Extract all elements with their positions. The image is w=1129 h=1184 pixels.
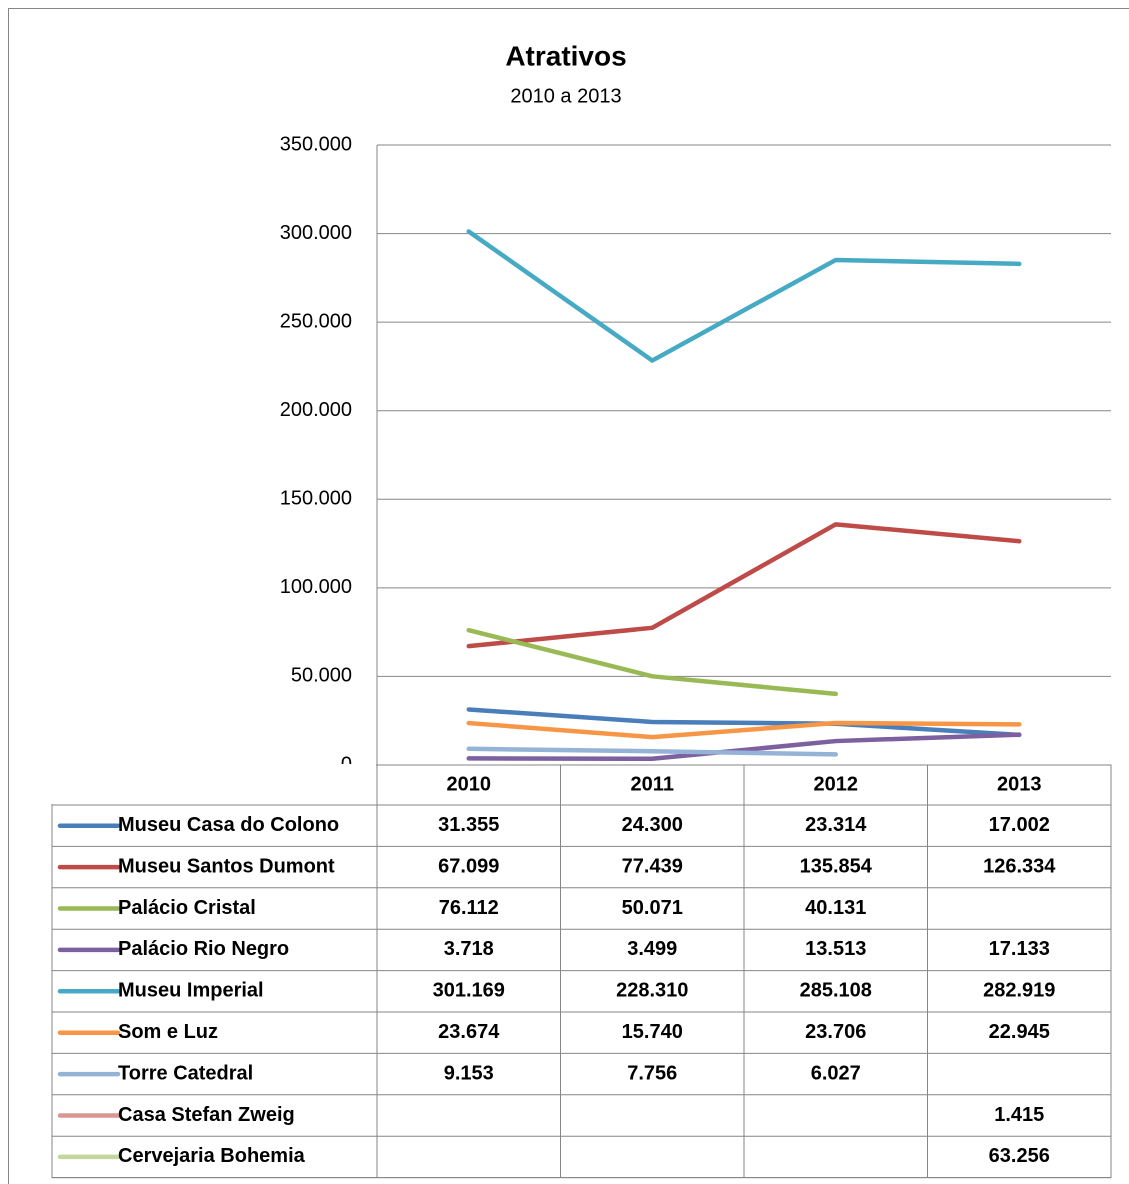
series-line — [466, 732, 1022, 762]
x-tick-label: 2010 — [447, 773, 492, 795]
series-line — [466, 229, 1022, 363]
legend-label: Casa Stefan Zweig — [118, 1104, 295, 1126]
table-value: 228.310 — [616, 980, 688, 1002]
table-value: 3.718 — [444, 938, 494, 960]
chart-border — [8, 8, 1129, 1184]
table-value: 285.108 — [800, 980, 872, 1002]
table-value: 15.740 — [622, 1021, 683, 1043]
y-tick-label: 100.000 — [280, 576, 352, 598]
legend-label: Palácio Rio Negro — [118, 938, 289, 960]
x-tick-label: 2012 — [814, 773, 859, 795]
table-value: 77.439 — [622, 855, 683, 877]
table-value: 63.256 — [989, 1145, 1050, 1167]
table-value: 1.415 — [994, 1104, 1044, 1126]
table-value: 22.945 — [989, 1021, 1050, 1043]
table-value: 9.153 — [444, 1062, 494, 1084]
series-line — [466, 627, 838, 697]
table-value: 13.513 — [805, 938, 866, 960]
table-corner — [51, 764, 376, 804]
table-value: 3.499 — [627, 938, 677, 960]
legend-label: Museu Santos Dumont — [118, 855, 335, 877]
table-value: 24.300 — [622, 814, 683, 836]
series-line — [466, 746, 838, 757]
table-value: 7.756 — [627, 1062, 677, 1084]
table-value: 40.131 — [805, 897, 866, 919]
legend-label: Museu Imperial — [118, 980, 264, 1002]
legend-label: Torre Catedral — [118, 1062, 253, 1084]
y-tick-label: 300.000 — [280, 222, 352, 244]
table-value: 17.002 — [989, 814, 1050, 836]
y-tick-label: 50.000 — [291, 665, 352, 687]
table-value: 31.355 — [438, 814, 499, 836]
legend-label: Palácio Cristal — [118, 897, 256, 919]
x-tick-label: 2013 — [997, 773, 1042, 795]
series-line — [466, 707, 1022, 738]
legend-label: Som e Luz — [118, 1021, 218, 1043]
chart-title: Atrativos — [505, 40, 626, 71]
chart-subtitle: 2010 a 2013 — [510, 85, 621, 107]
table-value: 126.334 — [983, 855, 1056, 877]
series-line — [466, 720, 1022, 740]
legend-label: Museu Casa do Colono — [118, 814, 339, 836]
table-value: 23.674 — [438, 1021, 500, 1043]
table-value: 301.169 — [433, 980, 505, 1002]
table-value: 67.099 — [438, 855, 499, 877]
y-tick-label: 350.000 — [280, 133, 352, 155]
table-value: 135.854 — [800, 855, 873, 877]
table-value: 76.112 — [439, 897, 499, 919]
y-tick-label: 250.000 — [280, 310, 352, 332]
y-tick-label: 150.000 — [280, 488, 352, 510]
series-line — [466, 522, 1022, 649]
table-value: 282.919 — [983, 980, 1055, 1002]
table-value: 23.706 — [805, 1021, 866, 1043]
table-value: 50.071 — [622, 897, 683, 919]
x-tick-label: 2011 — [631, 773, 674, 795]
table-value: 6.027 — [811, 1062, 861, 1084]
table-value: 23.314 — [805, 814, 867, 836]
y-tick-label: 200.000 — [280, 399, 352, 421]
legend-label: Cervejaria Bohemia — [118, 1145, 306, 1167]
table-value: 17.133 — [989, 938, 1050, 960]
